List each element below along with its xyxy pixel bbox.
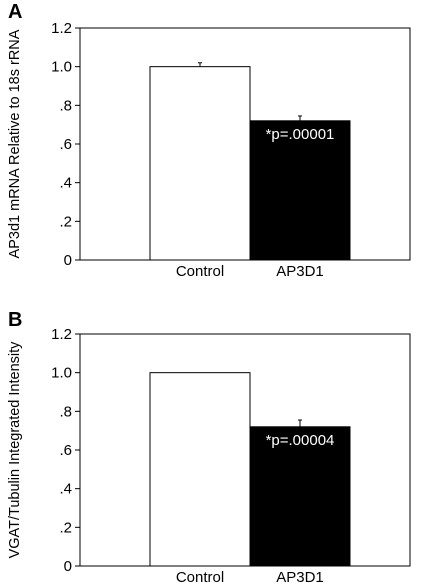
y-tick-label: 0 xyxy=(64,558,72,575)
y-tick-label: 1.2 xyxy=(51,326,72,343)
y-tick-label: .2 xyxy=(59,519,72,536)
y-tick-label: .6 xyxy=(59,442,72,459)
panel-letter: B xyxy=(8,309,22,331)
chart-panel-a: A 0 .2 .4 .6 .8 1.0 1.2 AP3d1 mRNA Relative to 1… xyxy=(7,1,411,280)
y-tick-label: .8 xyxy=(59,97,72,114)
y-tick-label: 1.0 xyxy=(51,59,72,76)
bar-control xyxy=(149,372,251,567)
y-tick-label: .4 xyxy=(59,481,72,498)
y-axis-label: AP3d1 mRNA Relative to 18s rRNA xyxy=(7,29,23,258)
y-tick-label: .2 xyxy=(59,213,72,230)
bar-control xyxy=(149,66,251,261)
y-tick-label: .4 xyxy=(59,175,72,192)
panel-letter: A xyxy=(8,1,22,23)
bar-ap3d1 xyxy=(249,120,351,261)
category-label: AP3D1 xyxy=(276,569,324,583)
p-value-annotation: *p=.00001 xyxy=(266,126,335,143)
chart-panel-b: B 0 .2 .4 .6 .8 1.0 1.2 VGAT/Tubulin Integrated … xyxy=(7,309,411,583)
y-tick-label: 0 xyxy=(64,252,72,269)
y-tick-label: .8 xyxy=(59,403,72,420)
category-label: Control xyxy=(176,569,224,583)
p-value-annotation: *p=.00004 xyxy=(266,432,335,449)
y-axis-label: VGAT/Tubulin Integrated Intensity xyxy=(7,341,23,559)
category-label: Control xyxy=(176,263,224,280)
y-tick-label: 1.2 xyxy=(51,20,72,37)
y-tick-label: .6 xyxy=(59,136,72,153)
y-tick-label: 1.0 xyxy=(51,365,72,382)
category-label: AP3D1 xyxy=(276,263,324,280)
